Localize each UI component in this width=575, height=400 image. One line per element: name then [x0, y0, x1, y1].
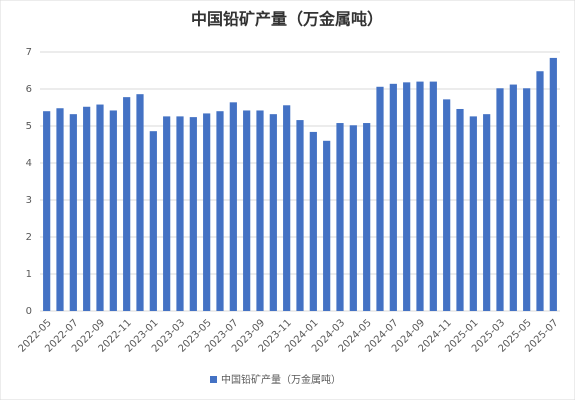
bar: [389, 83, 397, 311]
bar: [536, 71, 544, 312]
bar: [509, 84, 517, 311]
bar: [283, 105, 291, 311]
y-tick-label: 3: [26, 195, 32, 206]
bar: [483, 114, 491, 311]
legend-label: 中国铅矿产量（万金属吨）: [221, 373, 341, 386]
bar: [69, 114, 77, 311]
bar: [163, 116, 171, 311]
bar: [323, 140, 331, 311]
legend-swatch: [210, 376, 217, 383]
bar: [149, 131, 157, 311]
bar: [243, 110, 251, 312]
bar: [456, 108, 464, 311]
bar: [269, 114, 277, 311]
bar: [96, 104, 104, 311]
bar: [469, 116, 477, 311]
bar: [376, 86, 384, 311]
bar: [496, 88, 504, 311]
y-tick-label: 1: [26, 269, 32, 280]
bar: [523, 88, 531, 311]
bar: [43, 111, 51, 311]
bar: [229, 102, 237, 311]
chart-title: 中国铅矿产量（万金属吨）: [191, 10, 383, 29]
bar: [416, 81, 424, 311]
bar: [203, 113, 211, 311]
y-tick-label: 7: [26, 47, 32, 58]
bar: [309, 131, 317, 311]
bar: [363, 123, 371, 311]
bar: [296, 120, 304, 311]
bar: [549, 57, 557, 311]
y-tick-label: 0: [26, 306, 32, 317]
bar: [189, 117, 197, 312]
bar: [349, 125, 357, 311]
y-tick-label: 5: [26, 121, 32, 132]
bar: [443, 99, 451, 311]
y-tick-label: 6: [26, 84, 32, 95]
y-tick-label: 4: [26, 158, 32, 169]
bar: [123, 97, 131, 311]
bar: [216, 111, 224, 311]
y-tick-label: 2: [26, 232, 32, 243]
bar: [256, 110, 264, 312]
bar: [136, 94, 144, 312]
bar: [403, 82, 411, 311]
bar: [176, 116, 184, 311]
bar: [83, 106, 91, 311]
bar: [336, 123, 344, 311]
bar: [56, 108, 64, 312]
bar: [109, 110, 117, 312]
bar: [429, 81, 437, 311]
